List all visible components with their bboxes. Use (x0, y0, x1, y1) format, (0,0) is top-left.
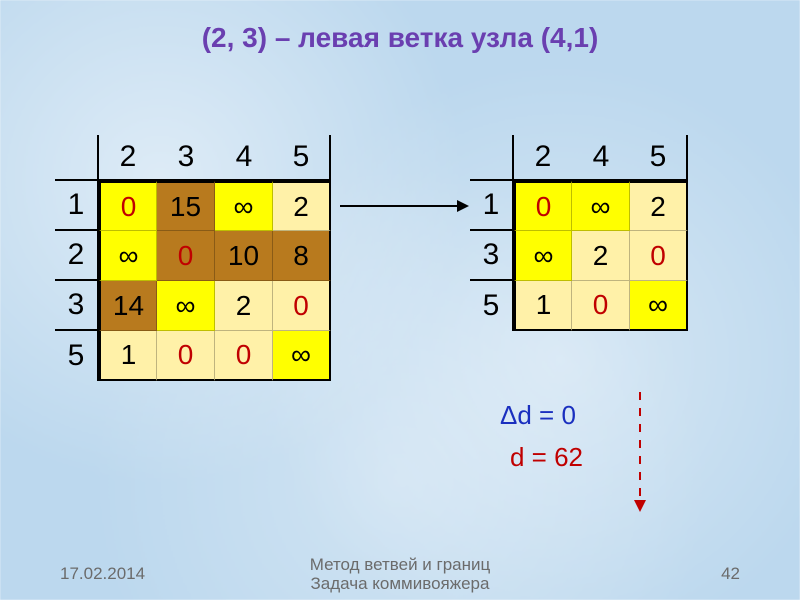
footer-caption: Метод ветвей и границ Задача коммивояжер… (0, 555, 800, 594)
matrix-cell: 0 (215, 331, 273, 381)
col-header: 3 (157, 135, 215, 181)
matrix-cell: 0 (514, 181, 572, 231)
col-header: 2 (99, 135, 157, 181)
matrix-cell: ∞ (99, 231, 157, 281)
transform-arrow (340, 194, 471, 218)
matrix-cell: 15 (157, 181, 215, 231)
matrix-cell: 2 (215, 281, 273, 331)
matrix-cell: ∞ (630, 281, 688, 331)
matrix-corner (55, 135, 99, 181)
row-header: 1 (470, 181, 514, 231)
footer-page-number: 42 (721, 564, 740, 584)
matrix-cell: 0 (630, 231, 688, 281)
matrix-cell: 0 (572, 281, 630, 331)
matrix-cell: 0 (157, 331, 215, 381)
row-header: 3 (55, 281, 99, 331)
matrix-corner (470, 135, 514, 181)
col-header: 4 (215, 135, 273, 181)
matrix-cell: 1 (514, 281, 572, 331)
col-header: 4 (572, 135, 630, 181)
matrix-cell: 10 (215, 231, 273, 281)
matrix-cell: ∞ (273, 331, 331, 381)
equation-d: d = 62 (510, 442, 583, 473)
matrix-a: 23451015∞22∞0108314∞205100∞ (55, 135, 331, 381)
slide-title: (2, 3) – левая ветка узла (4,1) (0, 22, 800, 54)
matrix-cell: 1 (99, 331, 157, 381)
col-header: 5 (273, 135, 331, 181)
col-header: 5 (630, 135, 688, 181)
row-header: 1 (55, 181, 99, 231)
matrix-cell: ∞ (215, 181, 273, 231)
row-header: 5 (55, 331, 99, 381)
row-header: 5 (470, 281, 514, 331)
matrix-cell: 8 (273, 231, 331, 281)
footer-caption-line1: Метод ветвей и границ (310, 555, 491, 574)
col-header: 2 (514, 135, 572, 181)
matrix-cell: 2 (630, 181, 688, 231)
matrix-cell: 0 (99, 181, 157, 231)
matrix-cell: 0 (273, 281, 331, 331)
matrix-cell: 0 (157, 231, 215, 281)
row-header: 3 (470, 231, 514, 281)
matrix-cell: 14 (99, 281, 157, 331)
equation-delta-d: Δd = 0 (500, 400, 576, 431)
matrix-cell: ∞ (514, 231, 572, 281)
row-header: 2 (55, 231, 99, 281)
footer-caption-line2: Задача коммивояжера (311, 574, 490, 593)
matrix-cell: 2 (572, 231, 630, 281)
matrix-b: 24510∞23∞20510∞ (470, 135, 688, 331)
dashed-down-arrow (630, 392, 650, 519)
matrix-cell: 2 (273, 181, 331, 231)
matrix-cell: ∞ (157, 281, 215, 331)
matrix-cell: ∞ (572, 181, 630, 231)
